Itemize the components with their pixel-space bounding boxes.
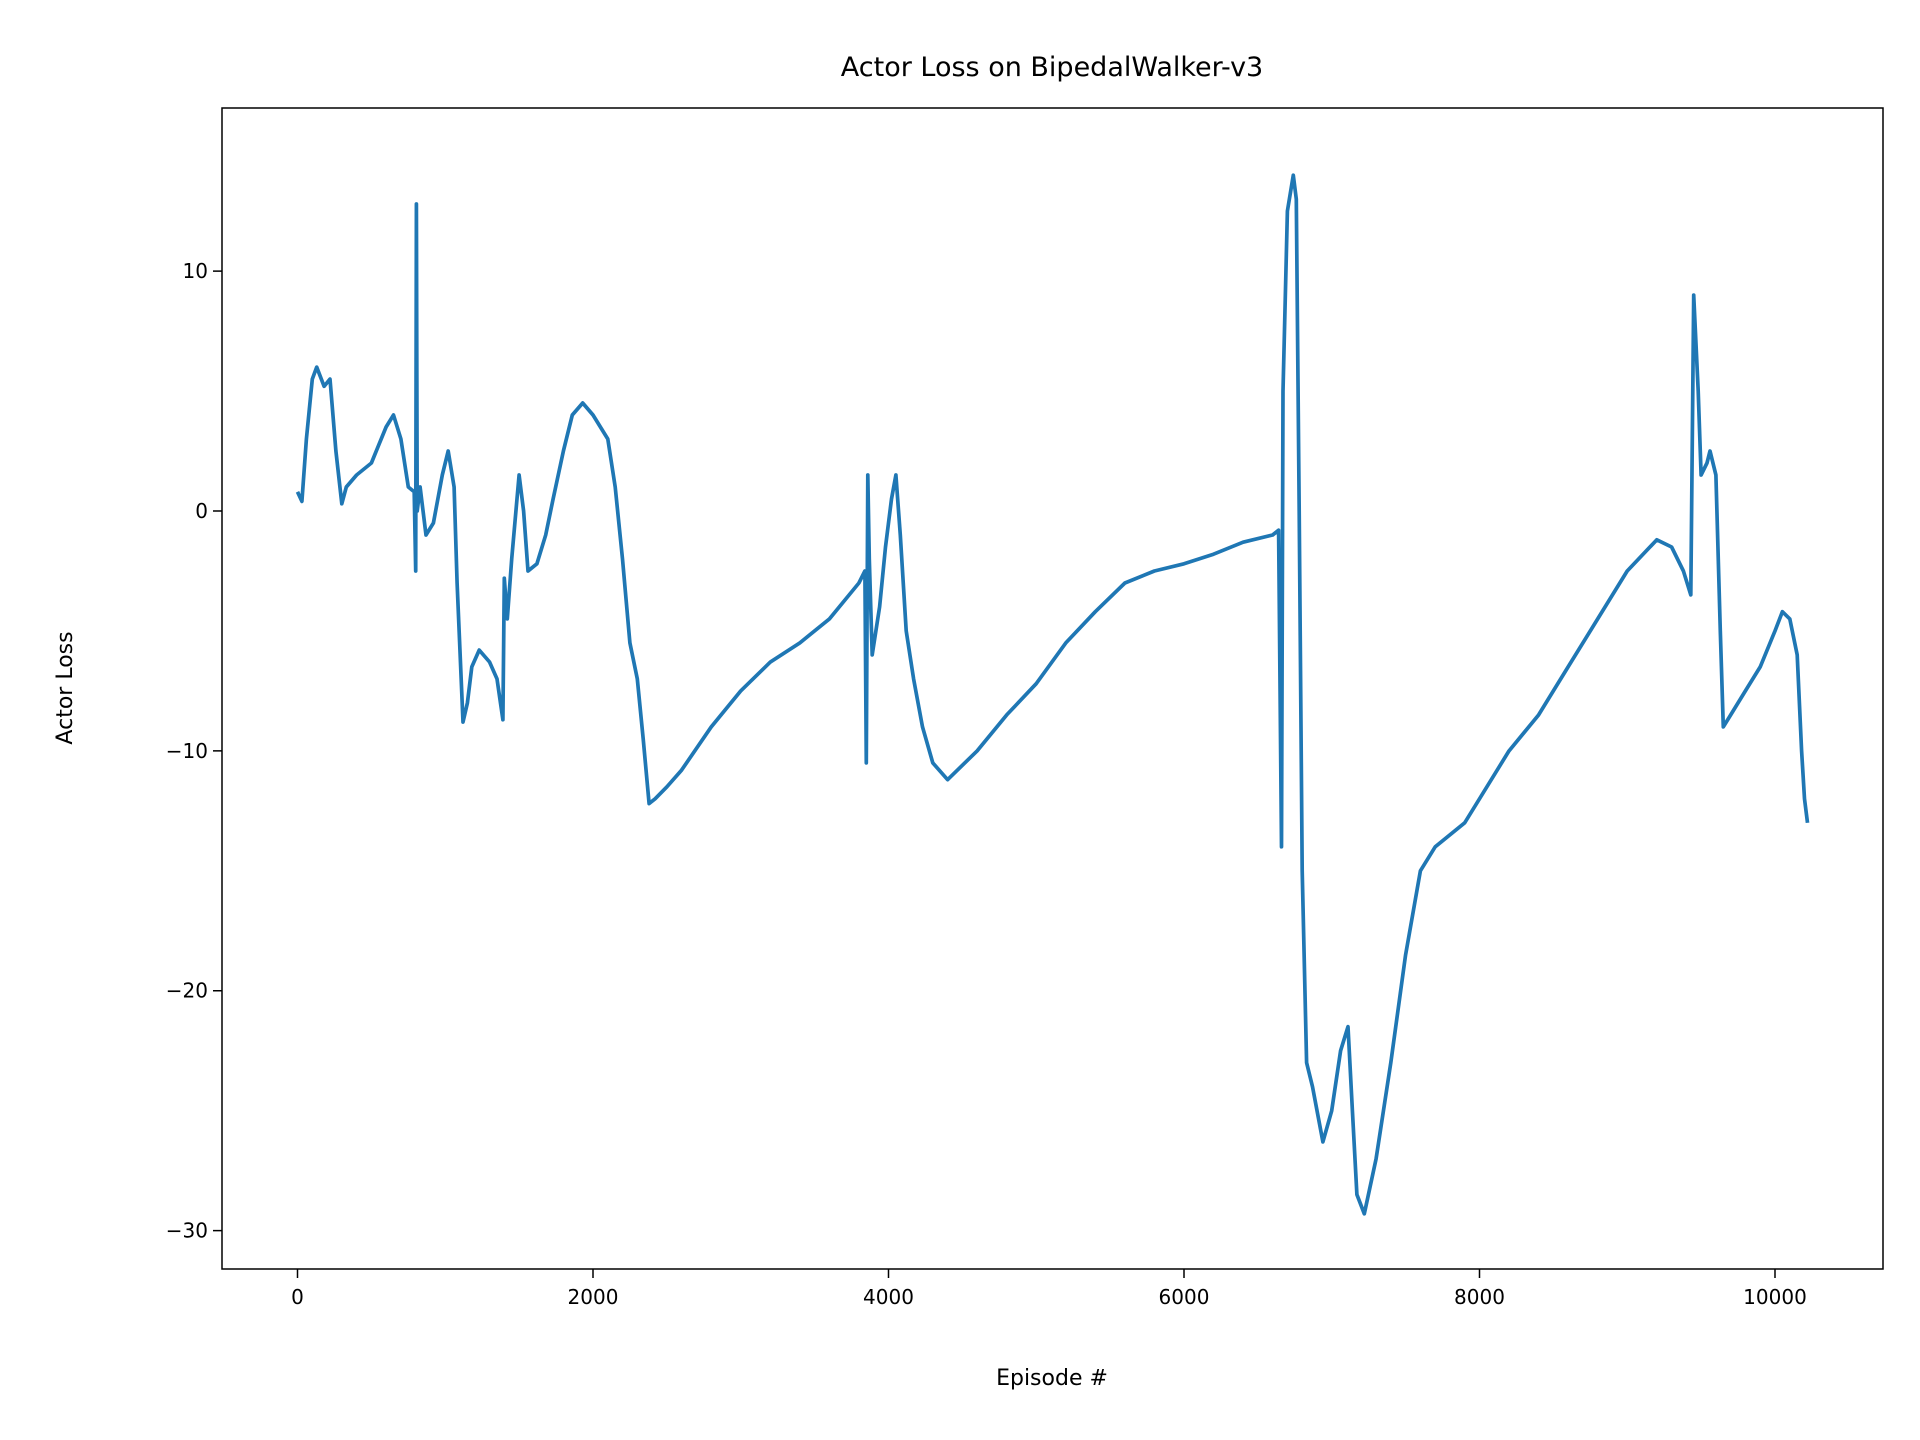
y-axis-label: Actor Loss	[53, 631, 78, 744]
y-tick-label: −10	[166, 739, 208, 763]
y-tick-label: 0	[195, 499, 208, 523]
x-tick-label: 6000	[1159, 1285, 1210, 1309]
x-axis-label: Episode #	[996, 1366, 1108, 1391]
x-tick-label: 10000	[1743, 1285, 1807, 1309]
y-tick-label: −20	[166, 979, 208, 1003]
data-line	[295, 173, 1810, 1216]
x-tick-label: 0	[291, 1285, 304, 1309]
chart-title: Actor Loss on BipedalWalker-v3	[841, 52, 1263, 83]
axes-frame	[221, 107, 1884, 1270]
y-tick-label: 10	[183, 259, 208, 283]
x-tick-label: 2000	[568, 1285, 619, 1309]
x-tick-label: 8000	[1454, 1285, 1505, 1309]
x-tick-label: 4000	[863, 1285, 914, 1309]
y-tick-label: −30	[166, 1219, 208, 1243]
